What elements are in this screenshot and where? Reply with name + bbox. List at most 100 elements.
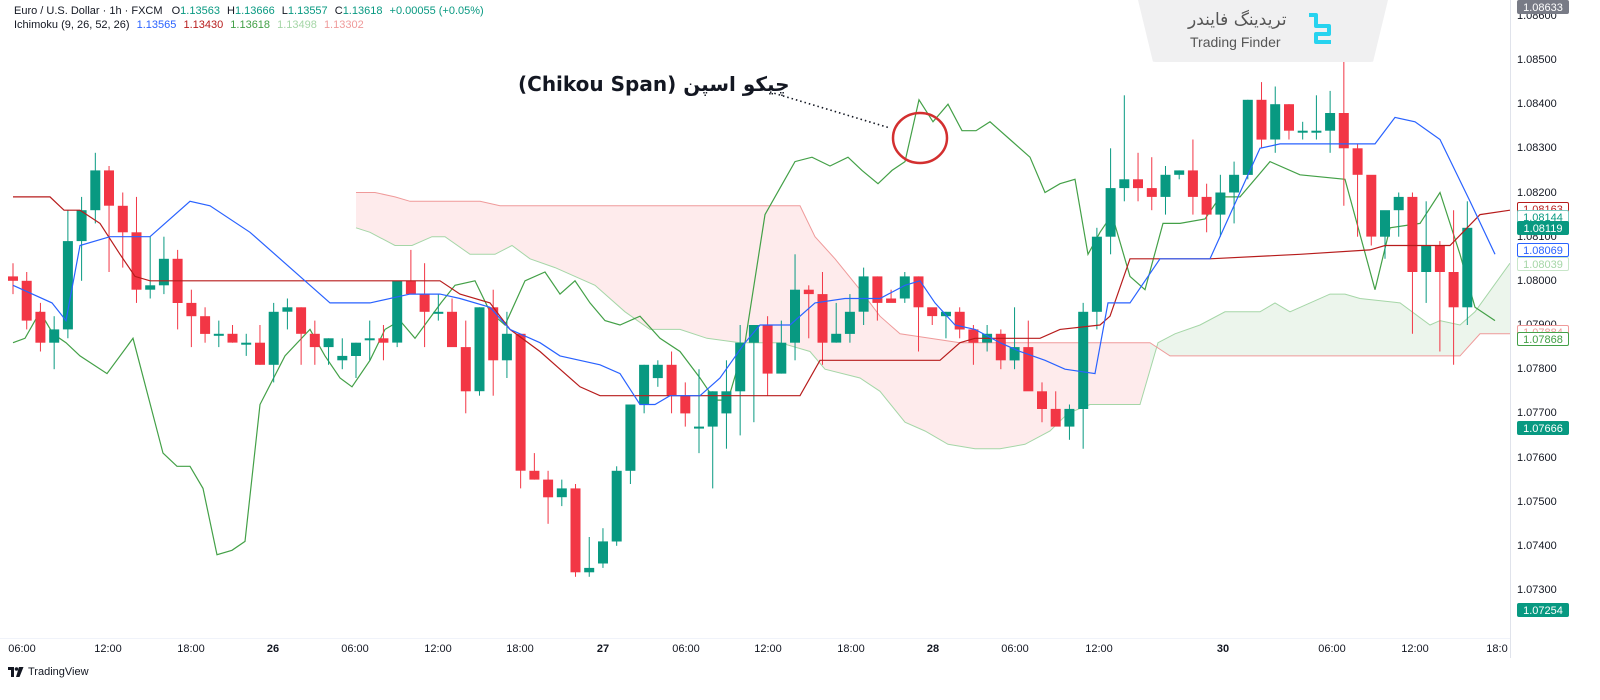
bullish-candle <box>1242 99 1253 175</box>
bullish-candle <box>1009 347 1020 361</box>
bearish-candle <box>378 338 389 343</box>
bearish-candle <box>1050 408 1061 427</box>
price-tick: 1.07600 <box>1517 451 1557 464</box>
price-axis[interactable]: 1.08600 1.08500 1.08400 1.08300 1.08200 1.081… <box>1510 0 1600 658</box>
bullish-candle <box>1462 227 1473 308</box>
bullish-candle <box>1119 179 1130 189</box>
time-tick: 06:00 <box>1001 643 1029 655</box>
bearish-candle <box>1133 179 1143 189</box>
bullish-candle <box>831 333 842 343</box>
tenkan-sen-line <box>12 116 1496 406</box>
price-tick: 1.07400 <box>1517 539 1557 552</box>
open-value: 1.13563 <box>180 5 220 17</box>
bearish-candle <box>817 294 828 343</box>
senkou-span-a-line <box>355 227 1510 450</box>
bullish-candle <box>1229 174 1240 193</box>
price-badge: 1.08069 <box>1517 243 1569 258</box>
bearish-candle <box>872 276 883 303</box>
indicator-title[interactable]: Ichimoku (9, 26, 52, 26) <box>14 19 130 31</box>
bullish-candle <box>1270 104 1281 140</box>
bullish-candle <box>62 241 73 330</box>
bullish-candle <box>776 342 787 374</box>
bullish-candle <box>337 355 348 361</box>
bearish-candle <box>543 479 554 498</box>
bullish-candle <box>364 338 375 341</box>
bullish-candle <box>323 338 334 348</box>
bullish-candle <box>1078 311 1089 409</box>
bullish-candle <box>652 364 663 379</box>
bullish-candle <box>1325 113 1336 131</box>
bearish-candle <box>666 364 677 396</box>
time-axis[interactable]: 06:00 12:00 18:00 26 06:00 12:00 18:00 27 06:00 1… <box>0 638 1510 659</box>
time-tick: 30 <box>1216 643 1230 655</box>
bullish-candle <box>625 404 636 471</box>
price-tick: 1.07300 <box>1517 584 1557 596</box>
bearish-candle <box>762 325 773 374</box>
bullish-candle <box>241 342 252 345</box>
bearish-candle <box>1187 170 1198 197</box>
bearish-candle <box>1037 391 1047 409</box>
bearish-candle <box>447 311 457 348</box>
bullish-candle <box>748 325 759 343</box>
bearish-candle <box>1434 245 1445 272</box>
time-tick: 06:00 <box>1318 643 1346 655</box>
bullish-candle <box>213 333 224 336</box>
annotation-circle <box>891 111 949 165</box>
change-value: +0.00055 (+0.05%) <box>389 5 484 17</box>
price-badge: 1.07868 <box>1517 332 1569 347</box>
time-tick: 12:00 <box>1401 643 1429 655</box>
bearish-candle <box>8 276 18 281</box>
price-badge: 1.07666 <box>1517 421 1569 436</box>
bullish-candle <box>351 342 361 356</box>
bullish-candle <box>899 276 910 299</box>
chikou-span-annotation: (Chikou Span) چیکو اسپن <box>518 72 790 96</box>
tradingview-logo-icon <box>8 667 24 677</box>
indicator-row[interactable]: Ichimoku (9, 26, 52, 26) 1.13565 1.13430… <box>14 18 484 32</box>
trading-finder-watermark: تریدینگ فایندر Trading Finder <box>1138 0 1388 62</box>
low-value: 1.13557 <box>287 5 328 17</box>
price-tick: 1.08000 <box>1517 274 1557 287</box>
bearish-candle <box>131 232 142 290</box>
bearish-candle <box>21 280 32 321</box>
price-tick: 1.08400 <box>1517 98 1557 111</box>
bullish-candle <box>694 426 704 429</box>
price-badge: 1.08633 <box>1517 0 1569 14</box>
bullish-candle <box>584 567 595 573</box>
watermark-title-fa: تریدینگ فایندر <box>1188 10 1287 30</box>
bearish-candle <box>1023 347 1034 392</box>
bullish-candle <box>1393 196 1404 211</box>
bearish-candle <box>515 333 526 471</box>
bearish-candle <box>680 395 691 414</box>
bullish-candle <box>1105 188 1116 237</box>
price-badge: 1.08039 <box>1517 256 1569 271</box>
bearish-candle <box>227 333 238 343</box>
senkou-span-b-line <box>356 192 1510 357</box>
tradingview-brand[interactable]: TradingView <box>8 666 89 678</box>
annotation-dotted-arrow <box>769 91 891 129</box>
price-chart-canvas[interactable] <box>0 0 1510 658</box>
bullish-candle <box>858 276 869 312</box>
time-tick: 12:00 <box>1085 643 1113 655</box>
symbol-title[interactable]: Euro / U.S. Dollar · 1h · FXCM <box>14 5 163 17</box>
bearish-candle <box>570 488 581 573</box>
bearish-candle <box>405 280 416 295</box>
watermark-title-en: Trading Finder <box>1190 34 1281 50</box>
bearish-candle <box>529 470 540 480</box>
time-tick: 12:00 <box>424 643 452 655</box>
bearish-candle <box>1146 188 1157 197</box>
bullish-candle <box>158 258 169 286</box>
bearish-candle <box>886 298 897 303</box>
kijun-value: 1.13430 <box>183 19 224 31</box>
price-badge: 1.07254 <box>1517 603 1569 618</box>
chikou-value: 1.13618 <box>230 19 271 31</box>
price-tick: 1.07800 <box>1517 363 1557 376</box>
bullish-candle <box>1091 236 1102 312</box>
bullish-candle <box>735 342 746 392</box>
span-b-value: 1.13302 <box>323 19 364 31</box>
time-tick: 18:00 <box>177 643 205 655</box>
bullish-candle <box>90 170 101 211</box>
time-tick: 06:00 <box>8 643 36 655</box>
bullish-candle <box>844 311 855 334</box>
symbol-row[interactable]: Euro / U.S. Dollar · 1h · FXCM O1.13563 … <box>14 5 484 17</box>
bearish-candle <box>460 347 471 392</box>
